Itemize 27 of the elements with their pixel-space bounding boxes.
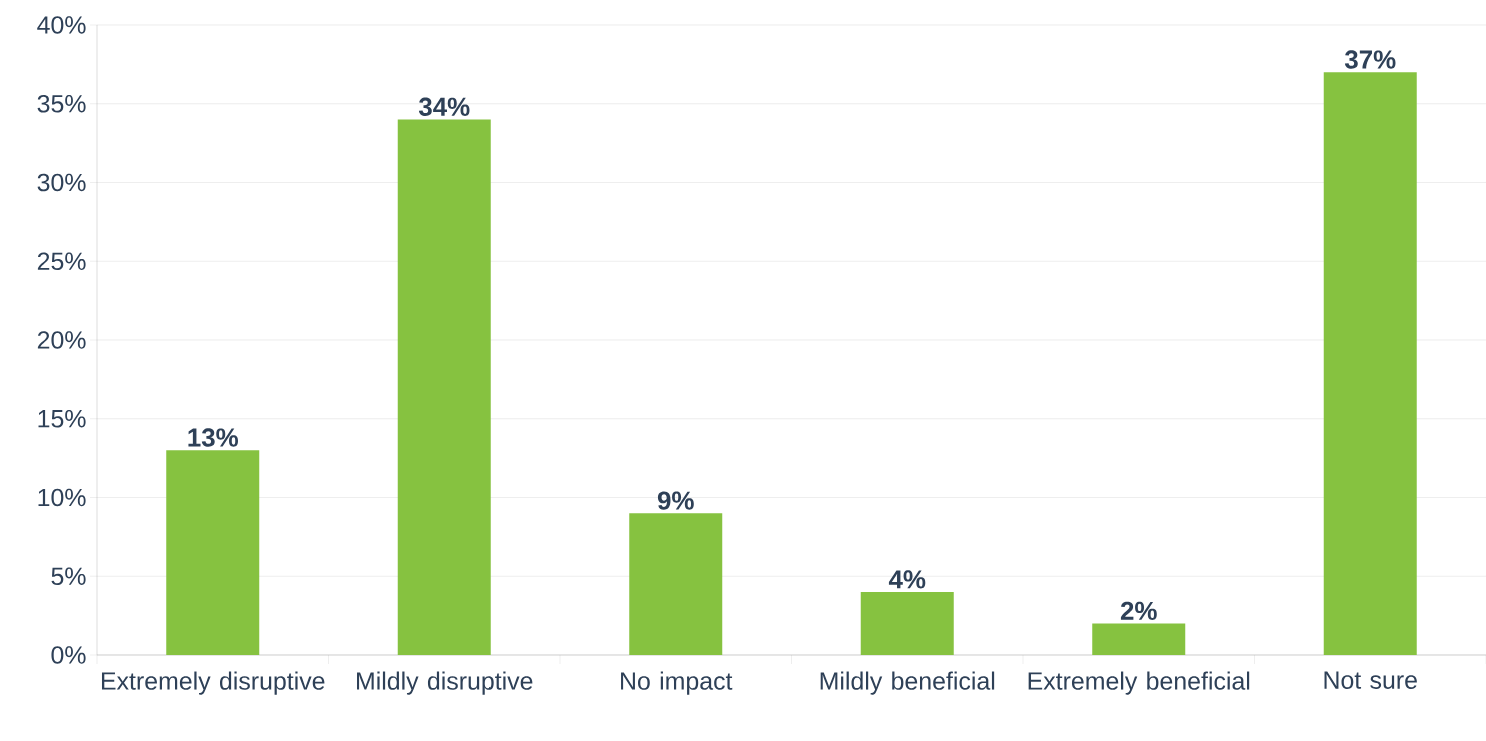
x-tick-label: No impact xyxy=(621,671,733,695)
y-tick-label: 0% xyxy=(51,646,86,664)
y-tick-label: 30% xyxy=(37,173,86,192)
x-tick-label: Not sure xyxy=(1324,671,1417,689)
y-tick-label: 5% xyxy=(51,567,86,586)
x-tick-label: Extremely disruptive xyxy=(101,671,325,695)
data-label: 2% xyxy=(1120,601,1157,620)
y-tick-label: 40% xyxy=(37,16,86,34)
bar xyxy=(1323,72,1417,655)
y-tick-label: 15% xyxy=(38,409,86,428)
data-label: 13% xyxy=(188,428,238,447)
data-label: 34% xyxy=(418,97,470,116)
y-tick-label: 10% xyxy=(38,488,86,507)
bar xyxy=(1092,623,1186,655)
y-tick-label: 25% xyxy=(37,252,86,271)
y-tick-label: 20% xyxy=(37,331,86,349)
x-tick-label: Mildly beneficial xyxy=(820,671,995,695)
x-tick-label: Mildly disruptive xyxy=(357,671,533,695)
data-label: 37% xyxy=(1344,50,1396,69)
data-label: 9% xyxy=(657,491,694,510)
data-label: 4% xyxy=(888,570,926,589)
bar xyxy=(860,592,954,655)
y-tick-label: 35% xyxy=(37,94,86,113)
bar xyxy=(629,513,723,655)
x-tick-label: Extremely beneficial xyxy=(1028,671,1250,695)
bar xyxy=(397,119,491,655)
bar xyxy=(166,450,260,655)
